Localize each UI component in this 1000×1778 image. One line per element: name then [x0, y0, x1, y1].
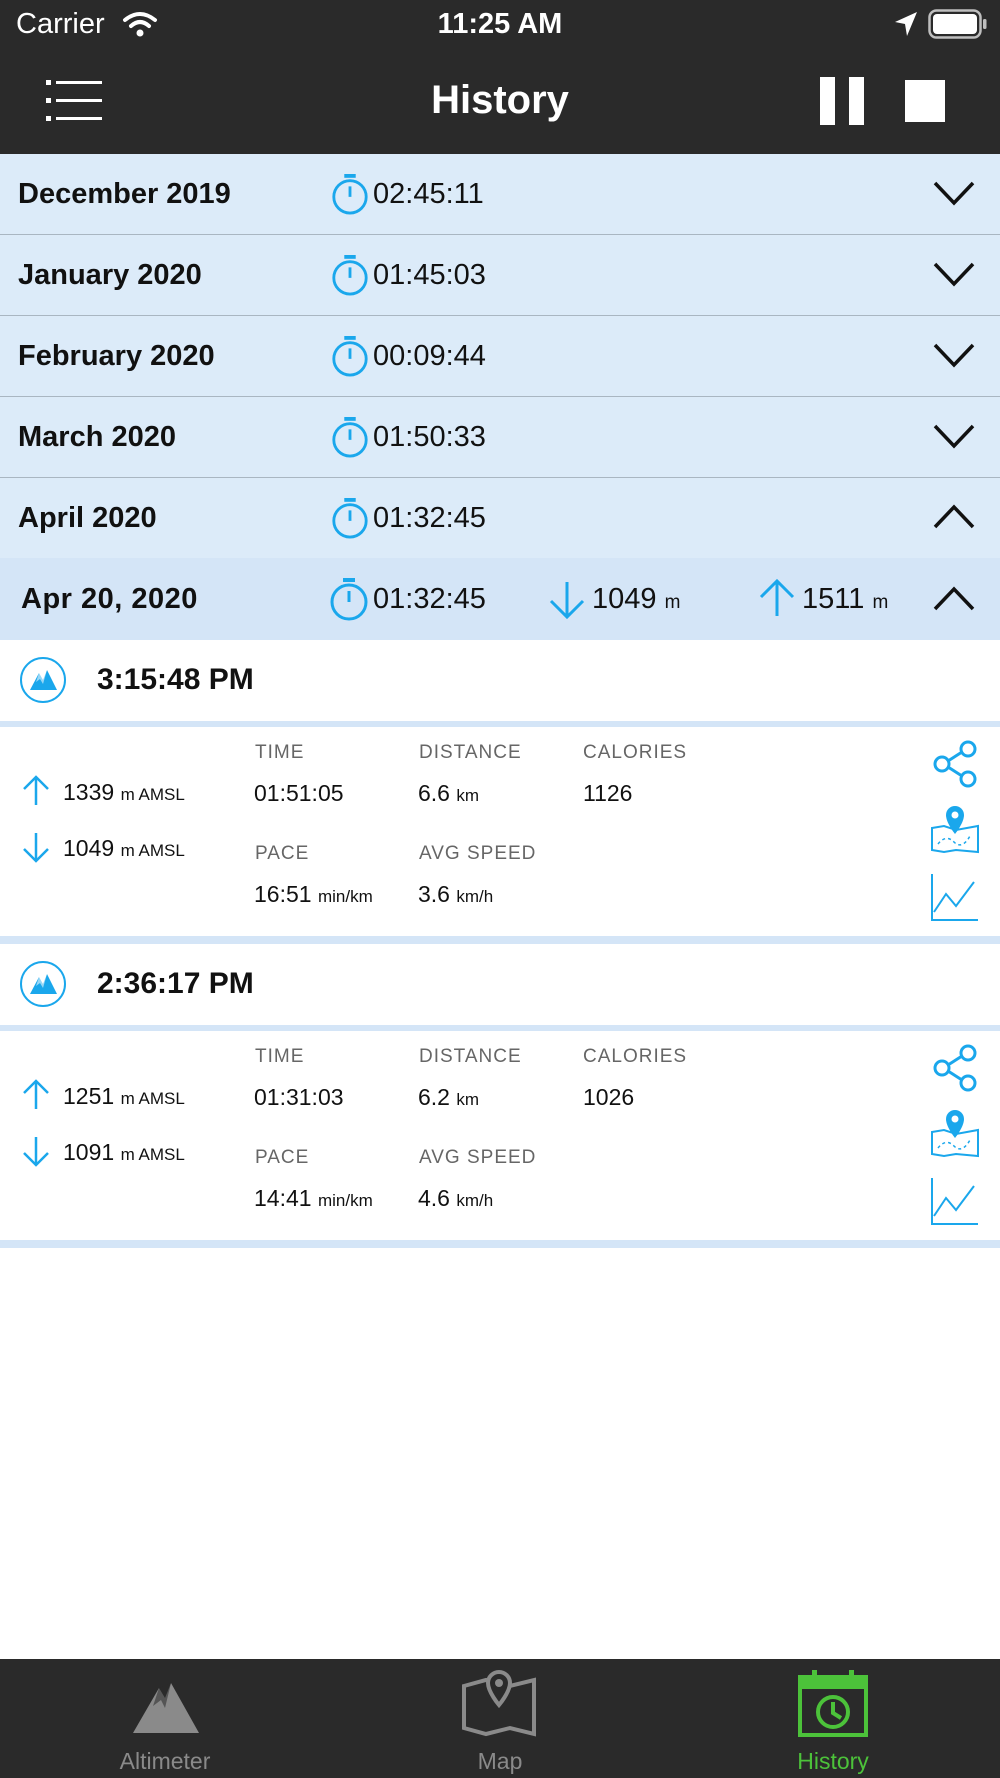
share-icon[interactable] — [930, 739, 980, 789]
session-avg-speed: 3.6 km/h — [418, 881, 494, 907]
arrow-up-icon — [21, 775, 51, 812]
month-duration: 00:09:44 — [373, 340, 486, 372]
session-avg-speed: 4.6 km/h — [418, 1185, 494, 1211]
divider — [0, 721, 1000, 727]
menu-list-icon[interactable] — [46, 80, 102, 122]
session-calories: 1126 — [583, 780, 633, 806]
pause-button[interactable] — [820, 77, 866, 125]
month-label: January 2020 — [18, 259, 202, 291]
month-row[interactable]: January 2020 01:45:03 — [0, 235, 1000, 316]
mountain-icon — [133, 1683, 199, 1733]
arrow-down-icon — [21, 831, 51, 868]
month-row[interactable]: March 2020 01:50:33 — [0, 397, 1000, 478]
distance-label: DISTANCE — [419, 1046, 522, 1067]
battery-icon — [928, 9, 987, 39]
clock: 11:25 AM — [437, 8, 563, 40]
tab-map-label: Map — [477, 1748, 523, 1774]
chevron-up-icon[interactable] — [932, 584, 976, 612]
session-start-time: 2:36:17 PM — [97, 967, 254, 1000]
stopwatch-icon — [332, 498, 368, 539]
month-label: February 2020 — [18, 340, 215, 372]
arrow-down-icon — [21, 1135, 51, 1172]
session-time: 01:51:05 — [254, 780, 344, 806]
arrow-up-icon — [21, 1079, 51, 1116]
month-duration: 02:45:11 — [373, 178, 484, 210]
pace-label: PACE — [255, 1147, 310, 1168]
month-row[interactable]: April 2020 01:32:45 — [0, 478, 1000, 559]
day-duration: 01:32:45 — [373, 583, 486, 615]
chevron-down-icon[interactable] — [932, 178, 976, 206]
month-label: December 2019 — [18, 178, 231, 210]
month-label: March 2020 — [18, 421, 176, 453]
mountain-badge-icon — [20, 657, 66, 703]
pace-label: PACE — [255, 843, 310, 864]
arrow-down-icon — [549, 582, 585, 620]
calendar-clock-icon — [798, 1670, 868, 1737]
stopwatch-icon — [332, 255, 368, 296]
calories-label: CALORIES — [583, 1046, 688, 1067]
chevron-down-icon[interactable] — [932, 340, 976, 368]
divider — [0, 936, 1000, 944]
stopwatch-icon — [330, 578, 368, 621]
month-row[interactable]: December 2019 02:45:11 — [0, 154, 1000, 235]
stopwatch-icon — [332, 417, 368, 458]
day-ascent: 1511 m — [802, 583, 889, 615]
time-label: TIME — [255, 742, 305, 763]
map-icon — [462, 1669, 536, 1737]
month-label: April 2020 — [18, 502, 157, 534]
mountain-badge-icon — [20, 961, 66, 1007]
month-row[interactable]: February 2020 00:09:44 — [0, 316, 1000, 397]
session-pace: 16:51 min/km — [254, 881, 373, 907]
session-distance: 6.6 km — [418, 780, 480, 806]
stop-button[interactable] — [905, 80, 945, 122]
session-header[interactable]: 2:36:17 PM — [0, 944, 1000, 1024]
time-label: TIME — [255, 1046, 305, 1067]
avg-speed-label: AVG SPEED — [419, 843, 537, 864]
arrow-up-icon — [759, 578, 795, 616]
session-time: 01:31:03 — [254, 1084, 344, 1110]
chart-icon[interactable] — [930, 872, 980, 922]
chevron-down-icon[interactable] — [932, 259, 976, 287]
day-row[interactable]: Apr 20, 2020 01:32:45 1049 m 1511 m — [0, 558, 1000, 640]
chevron-down-icon[interactable] — [932, 421, 976, 449]
day-label: Apr 20, 2020 — [21, 583, 198, 615]
tab-history-label: History — [797, 1748, 869, 1774]
month-duration: 01:50:33 — [373, 421, 486, 453]
min-altitude: 1049 m AMSL — [63, 835, 185, 861]
session-pace: 14:41 min/km — [254, 1185, 373, 1211]
session-calories: 1026 — [583, 1084, 635, 1110]
share-icon[interactable] — [930, 1043, 980, 1093]
session-header[interactable]: 3:15:48 PM — [0, 640, 1000, 720]
map-route-icon[interactable] — [930, 804, 980, 854]
min-altitude: 1091 m AMSL — [63, 1139, 185, 1165]
month-duration: 01:32:45 — [373, 502, 486, 534]
session-distance: 6.2 km — [418, 1084, 480, 1110]
top-bar: Carrier 11:25 AM History — [0, 0, 1000, 154]
stopwatch-icon — [332, 336, 368, 377]
map-route-icon[interactable] — [930, 1108, 980, 1158]
chart-icon[interactable] — [930, 1176, 980, 1226]
carrier-label: Carrier — [16, 8, 105, 40]
calories-label: CALORIES — [583, 742, 688, 763]
location-arrow-icon — [895, 12, 917, 36]
avg-speed-label: AVG SPEED — [419, 1147, 537, 1168]
wifi-icon — [123, 12, 157, 37]
distance-label: DISTANCE — [419, 742, 522, 763]
tab-altimeter-label: Altimeter — [119, 1748, 211, 1774]
day-descent: 1049 m — [592, 583, 681, 615]
chevron-up-icon[interactable] — [932, 502, 976, 530]
divider — [0, 1025, 1000, 1031]
session-start-time: 3:15:48 PM — [97, 663, 254, 696]
divider — [0, 1240, 1000, 1248]
max-altitude: 1339 m AMSL — [63, 779, 185, 805]
page-title: History — [431, 78, 569, 122]
month-duration: 01:45:03 — [373, 259, 486, 291]
stopwatch-icon — [332, 174, 368, 215]
max-altitude: 1251 m AMSL — [63, 1083, 185, 1109]
